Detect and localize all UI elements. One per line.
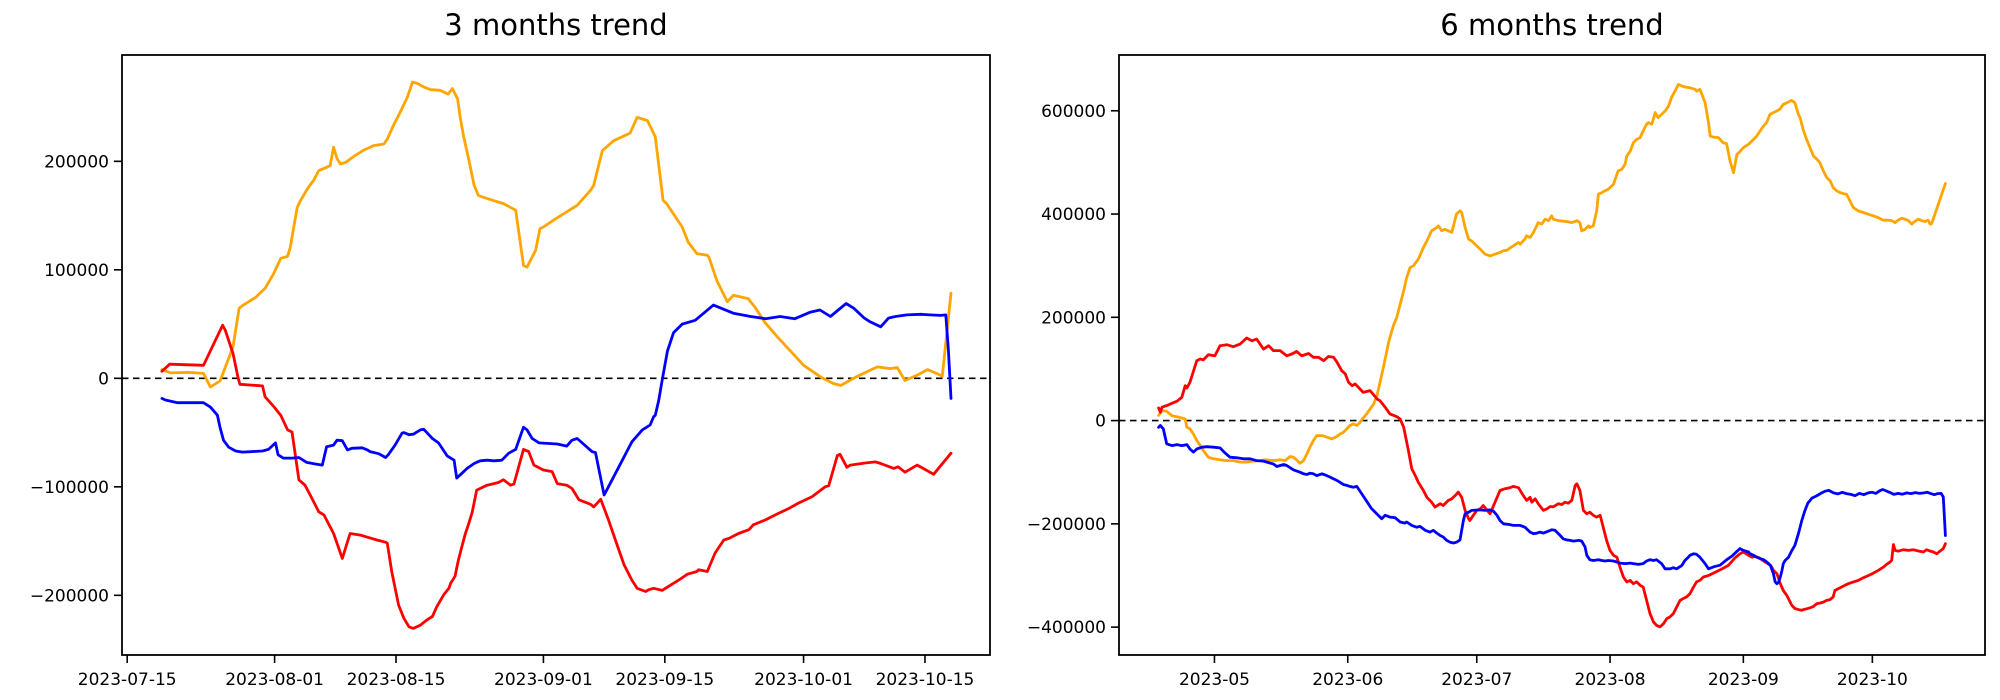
x-tick-label: 2023-09-01 — [494, 670, 593, 690]
x-tick-label: 2023-09-15 — [615, 670, 714, 690]
y-tick-label: 200000 — [44, 152, 109, 172]
x-tick-label: 2023-09 — [1708, 670, 1779, 690]
plot-border — [121, 54, 991, 656]
y-tick-label: 0 — [1095, 412, 1106, 432]
y-tick-label: −200000 — [30, 586, 109, 606]
series-orange-line — [1157, 83, 1947, 465]
y-tick-label: 400000 — [1041, 205, 1106, 225]
y-tick-label: −200000 — [1027, 515, 1106, 535]
x-tick-label: 2023-10-01 — [754, 670, 853, 690]
series-orange-line — [160, 80, 953, 389]
y-tick-label: 100000 — [44, 261, 109, 281]
x-tick-label: 2023-06 — [1312, 670, 1383, 690]
series-red-line — [1157, 336, 1947, 629]
y-tick-label: −100000 — [30, 478, 109, 498]
plot-border — [1118, 54, 1986, 656]
series-blue-line — [1157, 424, 1947, 586]
y-tick-label: 200000 — [1041, 308, 1106, 328]
x-tick-label: 2023-07-15 — [78, 670, 177, 690]
y-tick-label: 600000 — [1041, 102, 1106, 122]
chart-title-3-months: 3 months trend — [444, 8, 668, 42]
x-tick-label: 2023-10-15 — [876, 670, 975, 690]
x-tick-label: 2023-05 — [1179, 670, 1250, 690]
y-tick-label: 0 — [98, 369, 109, 389]
x-tick-label: 2023-08-01 — [225, 670, 324, 690]
series-blue-line — [160, 302, 953, 497]
x-tick-label: 2023-08-15 — [347, 670, 446, 690]
series-red-line — [160, 323, 953, 630]
chart-title-6-months: 6 months trend — [1440, 8, 1664, 42]
x-tick-label: 2023-07 — [1441, 670, 1512, 690]
x-tick-label: 2023-08 — [1575, 670, 1646, 690]
x-tick-label: 2023-10 — [1837, 670, 1908, 690]
y-tick-label: −400000 — [1027, 618, 1106, 638]
